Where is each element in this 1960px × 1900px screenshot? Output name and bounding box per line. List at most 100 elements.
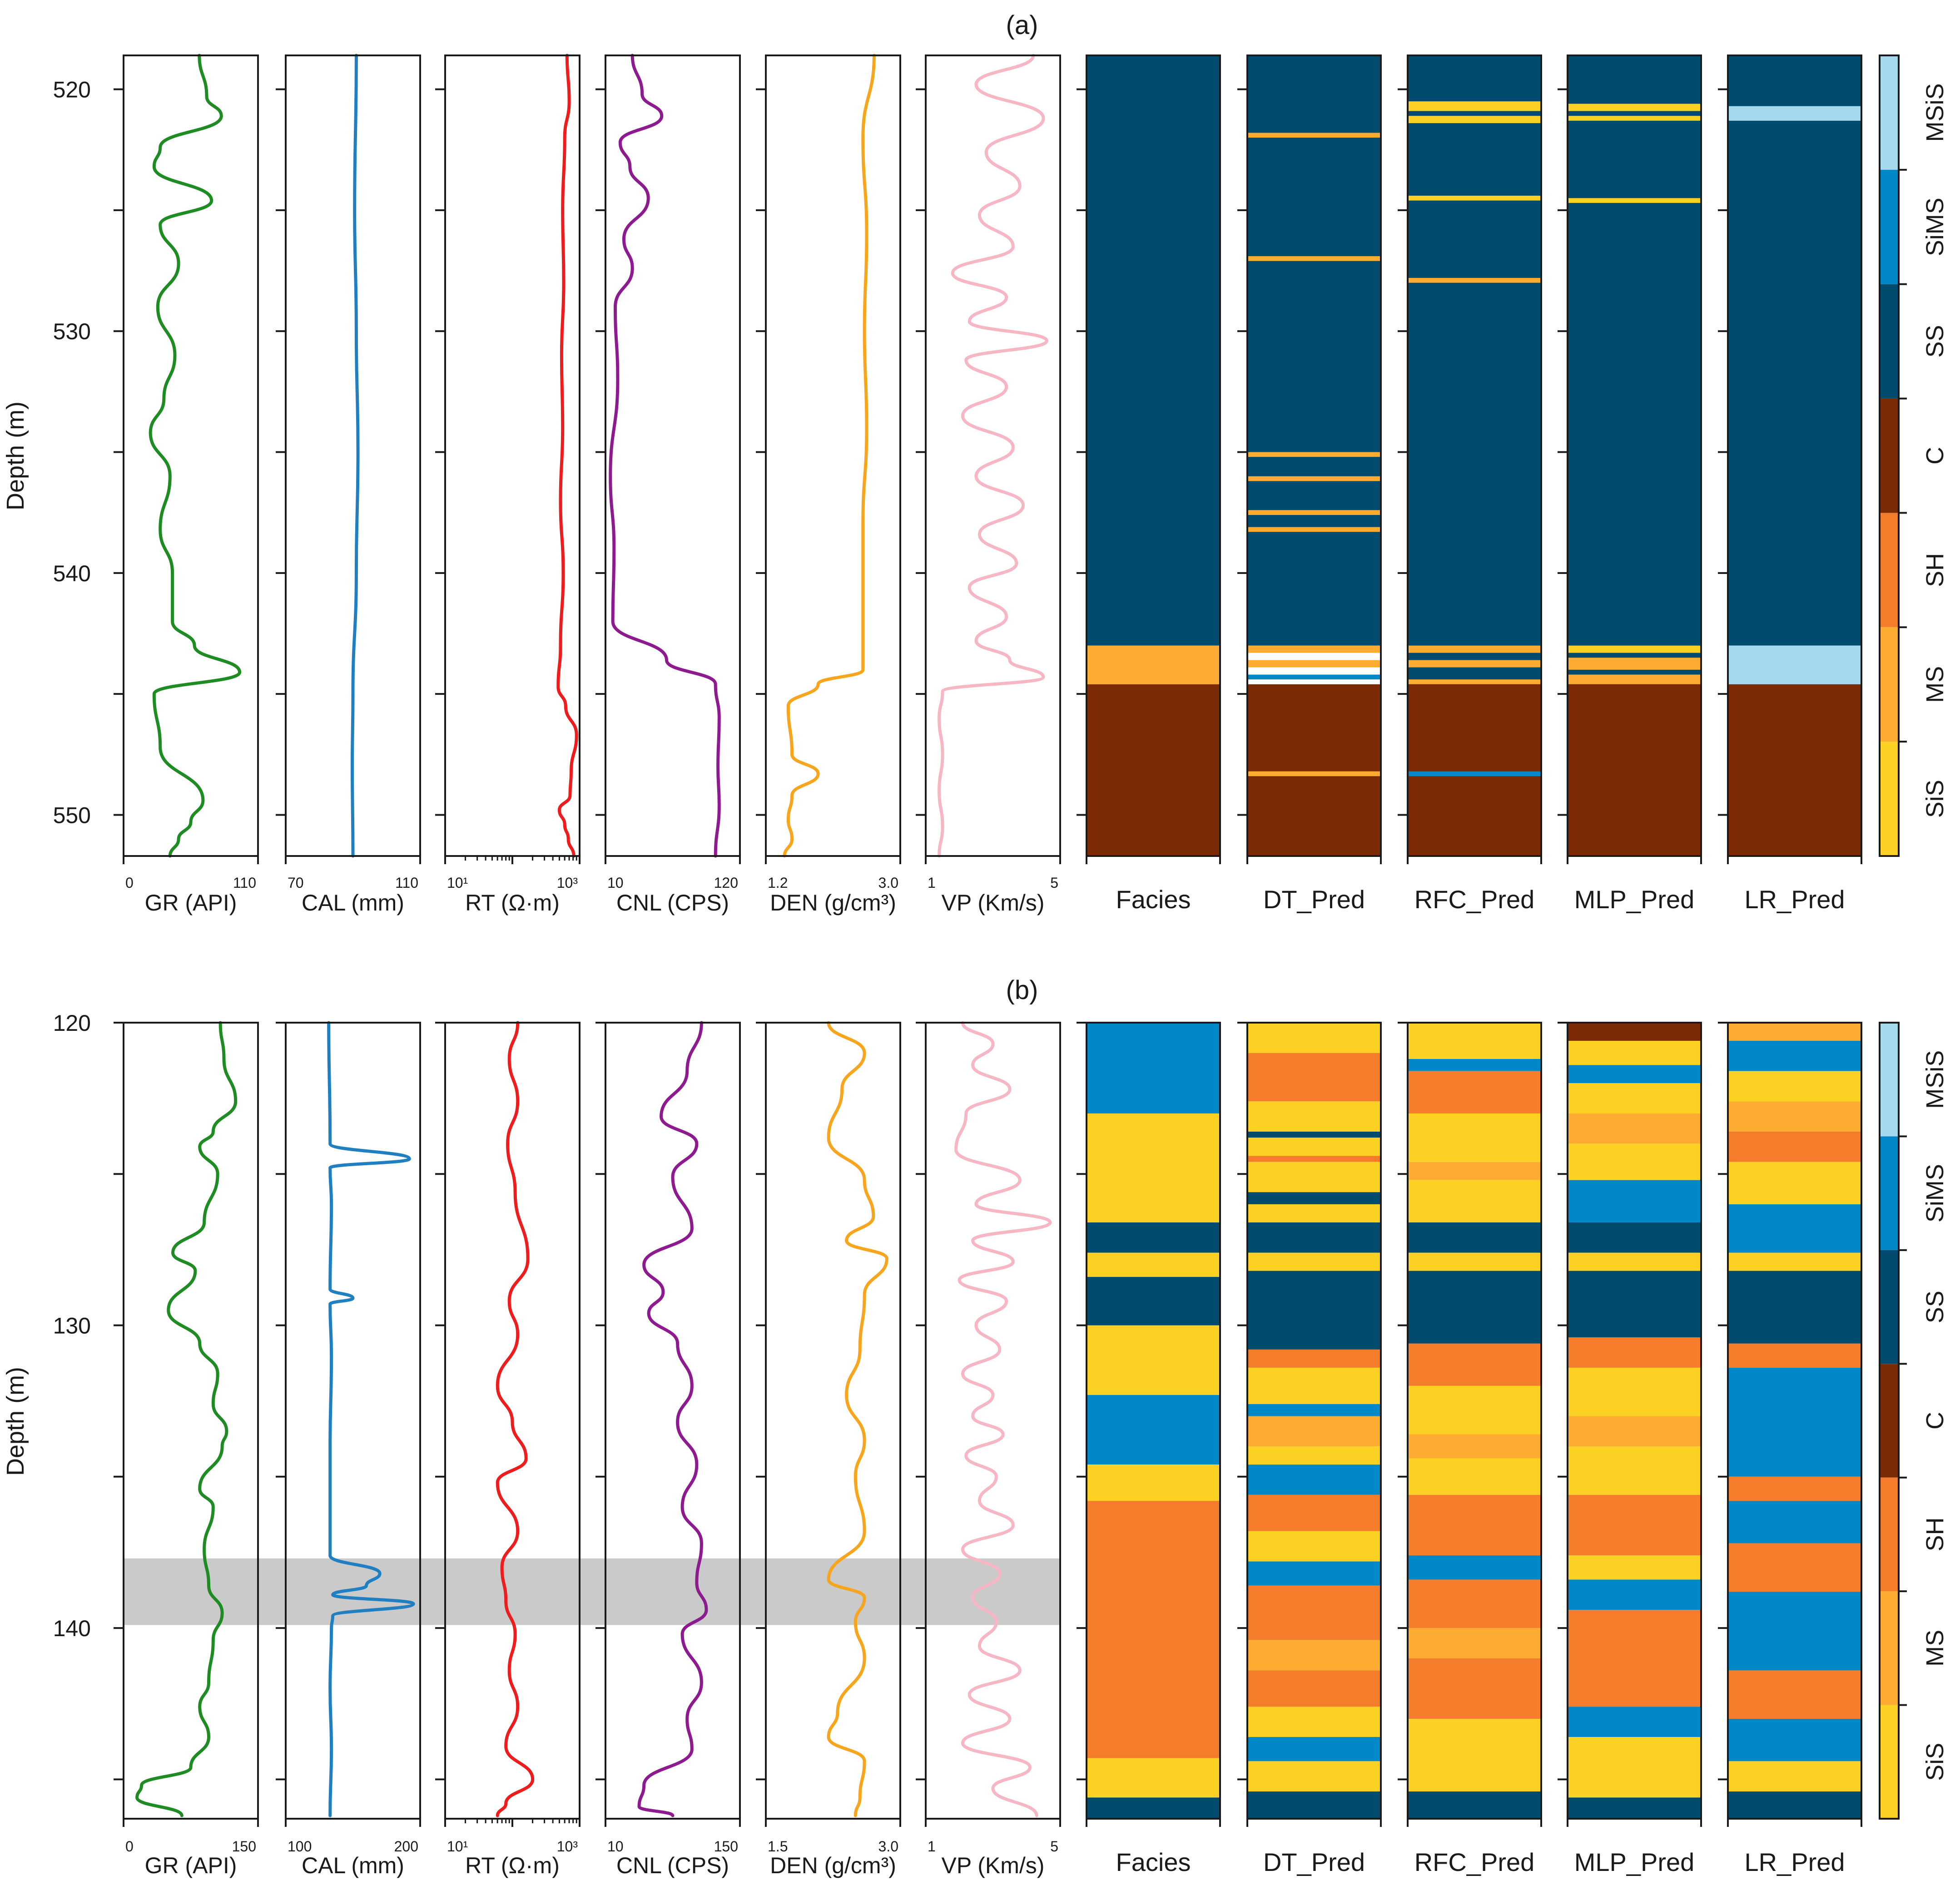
facies-interval-ss [1408, 1791, 1541, 1819]
facies-interval-sh [1408, 1658, 1541, 1719]
facies-column-dt-pred [1237, 1022, 1382, 1827]
facies-legend: MSiS SiMS SS C SH MS SiS [1879, 54, 1949, 857]
facies-interval-sis [1568, 198, 1701, 203]
facies-column-label: RFC_Pred [1414, 885, 1535, 914]
depth-axis-label: Depth (m) [2, 1367, 29, 1476]
facies-interval-ss [1568, 1797, 1701, 1819]
depth-tick-label: 530 [53, 319, 91, 344]
facies-interval-ss [1247, 1271, 1381, 1350]
track-frame [285, 54, 421, 857]
depth-tick-label: 120 [53, 1010, 91, 1036]
facies-column-label: RFC_Pred [1414, 1848, 1535, 1876]
track-frame [605, 1022, 741, 1820]
facies-interval-sims [1728, 1592, 1861, 1671]
facies-interval-sims [1408, 1555, 1541, 1580]
facies-interval-ss [1728, 1791, 1861, 1819]
legend-swatch-sims [1880, 169, 1899, 284]
facies-interval-ms [1408, 645, 1541, 653]
x-tick-label-max: 5 [1050, 1838, 1058, 1855]
facies-interval-sims [1568, 1180, 1701, 1222]
facies-interval-sh [1247, 1494, 1381, 1531]
facies-interval-ms [1408, 1162, 1541, 1180]
track-vp [916, 1021, 1061, 1827]
depth-tick-label: 140 [53, 1616, 91, 1641]
facies-interval-sis [1247, 1138, 1381, 1156]
legend-swatch-sh [1880, 513, 1899, 628]
track-vp [916, 54, 1061, 864]
facies-interval-sh [1728, 1476, 1861, 1501]
legend-swatch-sis [1880, 742, 1899, 856]
track-cnl [595, 1021, 741, 1827]
cal-curve [351, 54, 360, 858]
facies-interval-sis [1247, 1761, 1381, 1792]
facies-interval-ss [1087, 1797, 1220, 1819]
legend-swatch-ss [1880, 1250, 1899, 1364]
facies-interval-sims [1728, 1719, 1861, 1761]
facies-interval-sims [1408, 771, 1541, 777]
facies-interval-sh [1408, 1579, 1541, 1628]
track-rt [435, 1021, 581, 1827]
track-frame [123, 54, 259, 857]
facies-interval-ss [1568, 1271, 1701, 1338]
x-axis-label: CNL (CPS) [616, 1853, 729, 1878]
legend-label-sh: SH [1921, 553, 1949, 587]
track-gr [114, 1021, 259, 1827]
den-curve [827, 1021, 888, 1817]
legend-label-c: C [1921, 1412, 1949, 1430]
facies-column-label: LR_Pred [1744, 1848, 1845, 1876]
track-frame [925, 54, 1061, 857]
track-cal [276, 1021, 421, 1827]
facies-interval-sh [1408, 1494, 1541, 1556]
facies-interval-sis [1568, 1143, 1701, 1180]
x-axis-label: CNL (CPS) [616, 890, 729, 915]
facies-interval-sis [1728, 1761, 1861, 1792]
facies-interval-c [1408, 684, 1541, 856]
legend-swatch-sh [1880, 1477, 1899, 1592]
facies-interval-ms [1247, 527, 1381, 532]
facies-interval-sis [1568, 1446, 1701, 1495]
x-axis-label: DEN (g/cm³) [770, 1853, 896, 1878]
x-axis-label: RT (Ω·m) [465, 890, 560, 915]
x-tick-label-max: 3.0 [878, 875, 898, 891]
facies-interval-sis [1087, 1758, 1220, 1798]
facies-interval-sims [1728, 1204, 1861, 1253]
facies-interval-ms [1728, 1101, 1861, 1132]
track-cnl [595, 54, 741, 864]
facies-interval-ms [1247, 256, 1381, 261]
facies-frame [1727, 1022, 1862, 1820]
x-axis-label: CAL (mm) [302, 890, 404, 915]
facies-interval-sims [1408, 1059, 1541, 1071]
facies-interval-c [1728, 684, 1861, 856]
facies-column-label: LR_Pred [1744, 885, 1845, 914]
facies-interval-c [1568, 684, 1701, 856]
facies-interval-ms [1408, 679, 1541, 684]
facies-interval-ms [1728, 1023, 1861, 1041]
facies-frame [1246, 1022, 1382, 1820]
facies-interval-sh [1568, 1494, 1701, 1556]
facies-interval-sis [1568, 116, 1701, 121]
depth-axis-label: Depth (m) [2, 401, 29, 510]
x-tick-label-min: 1.5 [768, 1838, 788, 1855]
facies-column-dt-pred [1237, 54, 1382, 864]
facies-interval-sis [1568, 1367, 1701, 1416]
track-frame [285, 1022, 421, 1820]
facies-interval-sis [1568, 1737, 1701, 1798]
facies-interval-sims [1568, 1579, 1701, 1610]
x-tick-label-min: 70 [288, 875, 304, 891]
x-tick-label-min: 10¹ [447, 875, 468, 891]
facies-interval-sis [1247, 1204, 1381, 1222]
facies-interval-sis [1728, 1252, 1861, 1271]
facies-interval-sis [1247, 1101, 1381, 1132]
facies-interval-c [1087, 684, 1220, 856]
facies-interval-sis [1728, 1162, 1861, 1204]
x-tick-label-max: 110 [395, 875, 418, 891]
facies-interval-sh [1568, 1610, 1701, 1707]
facies-interval-ms [1247, 1416, 1381, 1447]
facies-interval-sims [1728, 1501, 1861, 1544]
facies-interval-ms [1568, 1416, 1701, 1447]
den-curve [783, 54, 876, 858]
facies-interval-sis [1568, 1083, 1701, 1113]
x-axis-label: VP (Km/s) [942, 890, 1045, 915]
facies-interval-sis [1408, 1719, 1541, 1792]
facies-interval-ss [1728, 1271, 1861, 1344]
